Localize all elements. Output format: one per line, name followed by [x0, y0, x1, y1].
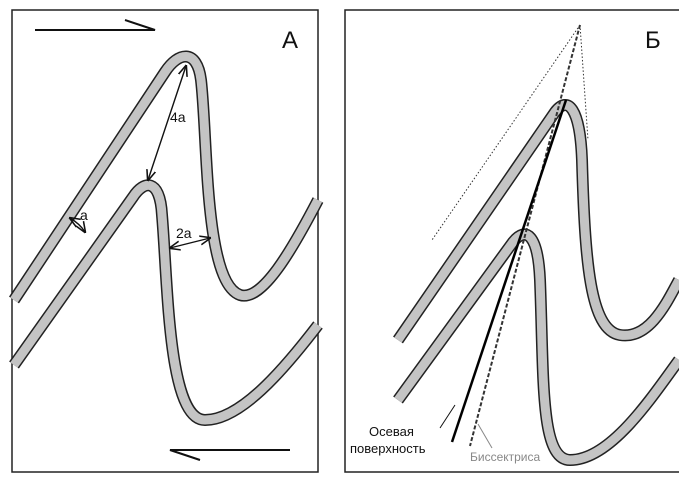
panel-label: Б [645, 27, 661, 54]
bisector-line [469, 24, 581, 447]
shear-arrow [169, 449, 290, 461]
dimension-arrow [148, 66, 186, 180]
bisector-label: Биссектриса [470, 450, 541, 464]
leader-line [477, 423, 493, 449]
panel-label: А [282, 27, 298, 54]
leader-line [439, 404, 456, 429]
axial-label: Осевая [369, 424, 414, 439]
dimension-label: a [80, 207, 88, 223]
panel-a: А 4a 2a a [8, 9, 324, 473]
fold-layer-fill [394, 100, 679, 343]
dimension-label: 4a [170, 109, 186, 125]
axial-label: поверхность [350, 441, 426, 456]
panel-b: Б Осевая поверхность Биссектриса [344, 9, 679, 473]
fold-layer-fill [10, 52, 322, 303]
dimension-label: 2a [176, 225, 192, 241]
fold-layer-fill [10, 180, 322, 425]
shear-arrow [35, 19, 156, 31]
limb-tangent [431, 24, 581, 241]
dimension-arrow [70, 218, 85, 232]
dimension-arrow [170, 238, 210, 248]
axial-surface [450, 99, 568, 443]
fold-layer-fill [394, 230, 679, 465]
